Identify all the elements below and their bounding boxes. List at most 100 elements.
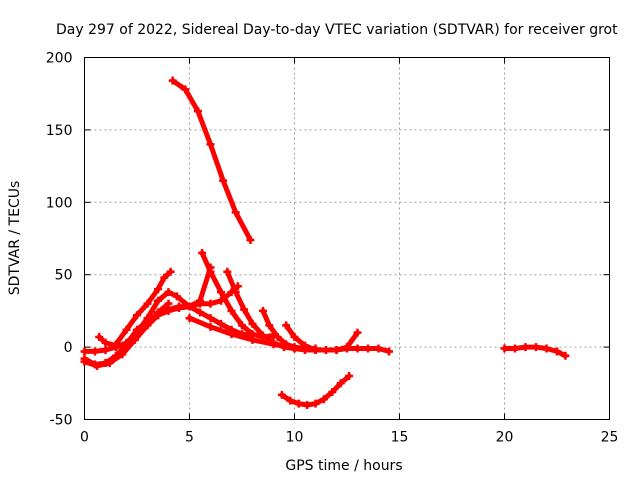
data-point-marker bbox=[133, 331, 141, 340]
data-point-marker bbox=[80, 354, 89, 363]
data-point-marker bbox=[91, 347, 99, 356]
data-point-marker bbox=[101, 359, 110, 368]
x-axis-label: GPS time / hours bbox=[285, 458, 402, 474]
data-point-marker bbox=[168, 76, 177, 85]
series-arc-8 bbox=[223, 267, 320, 354]
data-point-marker bbox=[160, 273, 169, 282]
axis-ticks: 0 5 10 15 20 25 -50 0 50 100 150 200 bbox=[46, 51, 619, 446]
data-point-marker bbox=[532, 343, 540, 352]
data-point-marker bbox=[248, 335, 257, 344]
series-line bbox=[187, 315, 360, 353]
data-point-marker bbox=[206, 322, 215, 331]
series-arc-13 bbox=[500, 343, 570, 360]
data-point-marker bbox=[154, 296, 162, 305]
data-point-marker bbox=[290, 332, 299, 341]
x-tick-label: 15 bbox=[391, 430, 409, 446]
data-point-marker bbox=[353, 344, 362, 353]
data-point-marker bbox=[217, 288, 225, 297]
data-point-marker bbox=[227, 330, 236, 339]
y-tick-label: 100 bbox=[46, 195, 73, 211]
series-line bbox=[170, 78, 253, 243]
x-tick-label: 5 bbox=[185, 430, 194, 446]
data-point-marker bbox=[164, 306, 173, 315]
data-point-marker bbox=[196, 299, 204, 308]
data-point-marker bbox=[500, 344, 509, 353]
data-point-marker bbox=[185, 314, 194, 323]
data-point-marker bbox=[164, 299, 173, 308]
data-point-marker bbox=[181, 85, 190, 94]
y-tick-label: 150 bbox=[46, 123, 73, 139]
data-point-marker bbox=[345, 372, 354, 381]
data-point-marker bbox=[364, 344, 372, 353]
data-point-marker bbox=[259, 331, 267, 340]
data-point-marker bbox=[286, 396, 295, 405]
data-point-marker bbox=[122, 340, 131, 349]
data-point-marker bbox=[175, 304, 183, 313]
data-point-marker bbox=[231, 288, 240, 297]
data-point-marker bbox=[231, 208, 240, 217]
data-point-marker bbox=[206, 140, 215, 149]
data-point-marker bbox=[311, 399, 320, 408]
data-point-marker bbox=[269, 340, 278, 349]
data-point-marker bbox=[553, 347, 561, 356]
series-arc-5 bbox=[80, 282, 242, 369]
data-point-marker bbox=[91, 360, 99, 369]
data-point-marker bbox=[385, 347, 393, 356]
data-point-marker bbox=[80, 347, 89, 356]
data-point-marker bbox=[273, 332, 282, 341]
data-point-marker bbox=[227, 306, 236, 315]
data-point-marker bbox=[154, 308, 162, 317]
data-point-marker bbox=[172, 292, 181, 301]
grid-lines bbox=[84, 57, 610, 420]
data-point-marker bbox=[198, 248, 207, 257]
data-point-marker bbox=[185, 302, 194, 311]
data-point-marker bbox=[374, 344, 383, 353]
data-point-marker bbox=[521, 343, 530, 352]
data-point-marker bbox=[112, 351, 120, 360]
x-tick-label: 10 bbox=[286, 430, 304, 446]
y-axis-label: SDTVAR / TECUs bbox=[7, 181, 23, 296]
data-point-marker bbox=[259, 306, 267, 315]
data-point-marker bbox=[246, 235, 255, 244]
y-tick-label: 50 bbox=[55, 268, 73, 284]
data-point-marker bbox=[95, 332, 104, 341]
data-point-marker bbox=[101, 345, 110, 354]
data-point-marker bbox=[164, 288, 173, 297]
series-arc-12 bbox=[277, 372, 354, 410]
data-point-marker bbox=[122, 325, 131, 334]
data-point-marker bbox=[238, 321, 246, 330]
x-tick-label: 20 bbox=[496, 430, 514, 446]
data-point-marker bbox=[542, 344, 551, 353]
x-tick-label: 25 bbox=[601, 430, 619, 446]
data-point-marker bbox=[303, 401, 312, 410]
data-point-marker bbox=[332, 345, 341, 354]
data-point-marker bbox=[336, 379, 345, 388]
data-point-marker bbox=[154, 285, 162, 294]
data-point-marker bbox=[101, 338, 110, 347]
x-tick-label: 0 bbox=[80, 430, 89, 446]
series-layer bbox=[80, 76, 570, 410]
series-arc-6 bbox=[95, 299, 173, 350]
series-line bbox=[82, 283, 241, 367]
data-point-marker bbox=[265, 321, 274, 330]
data-point-marker bbox=[112, 341, 120, 350]
data-point-marker bbox=[217, 319, 225, 328]
data-point-marker bbox=[219, 176, 228, 185]
data-point-marker bbox=[277, 390, 286, 399]
series-arc-11 bbox=[185, 314, 362, 354]
data-point-marker bbox=[353, 328, 362, 337]
data-point-marker bbox=[196, 308, 204, 317]
data-point-marker bbox=[311, 345, 320, 354]
plot-frame bbox=[84, 57, 610, 420]
data-point-marker bbox=[561, 351, 570, 360]
data-point-marker bbox=[511, 344, 519, 353]
data-point-marker bbox=[206, 267, 215, 276]
data-point-marker bbox=[206, 299, 215, 308]
data-point-marker bbox=[143, 319, 152, 328]
y-tick-label: 0 bbox=[64, 340, 73, 356]
data-point-marker bbox=[282, 321, 291, 330]
data-point-marker bbox=[133, 311, 141, 320]
data-point-marker bbox=[193, 107, 202, 116]
y-tick-label: -50 bbox=[50, 413, 73, 429]
